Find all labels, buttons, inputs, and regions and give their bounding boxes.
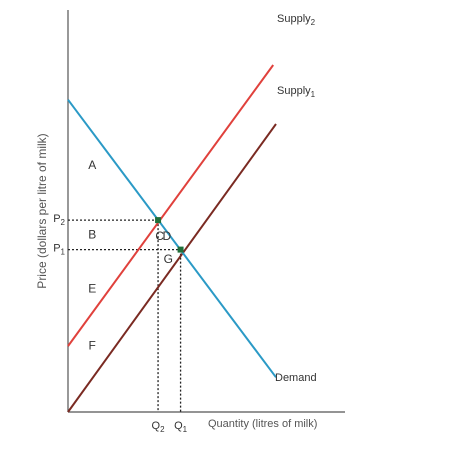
supply-2-line: [68, 65, 273, 346]
region-label-a: A: [88, 158, 96, 172]
supply-1-label: Supply1: [277, 85, 316, 99]
quantity-label: Q2: [152, 420, 166, 434]
supply-2-label: Supply2: [277, 13, 316, 27]
x-axis-label: Quantity (litres of milk): [208, 418, 317, 430]
equilibrium-point: [155, 217, 161, 223]
demand-label: Demand: [275, 372, 317, 384]
equilibrium-point: [178, 247, 184, 253]
region-label-b: B: [88, 228, 96, 242]
region-label-d: D: [163, 229, 172, 243]
region-label-f: F: [89, 339, 96, 353]
region-label-e: E: [88, 281, 96, 295]
quantity-label: Q1: [174, 420, 188, 434]
axes: [68, 10, 345, 412]
supply-1-line: [68, 124, 276, 412]
price-label: P2: [53, 213, 65, 227]
region-label-g: G: [164, 252, 173, 266]
guide-lines: [68, 220, 181, 412]
y-axis-label: Price (dollars per litre of milk): [35, 133, 49, 288]
curves: [68, 65, 276, 412]
price-label: P1: [53, 243, 65, 257]
demand-line: [68, 100, 276, 378]
